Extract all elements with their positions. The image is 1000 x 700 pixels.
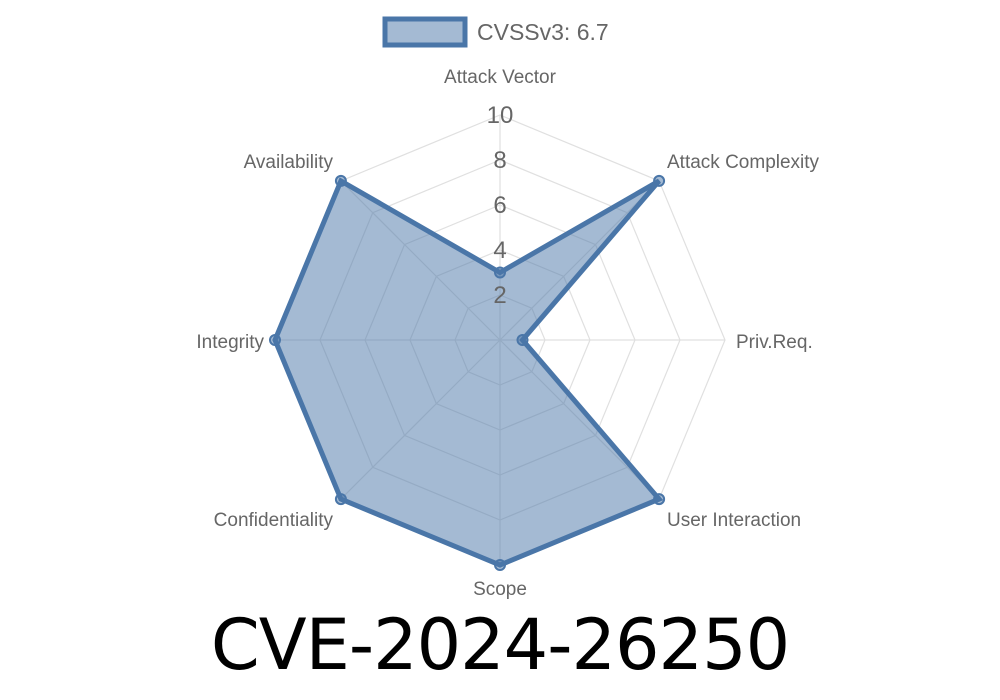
data-point (334, 174, 347, 187)
data-point (494, 266, 506, 279)
tick-label: 6 (493, 192, 506, 219)
tick-label: 2 (493, 282, 506, 309)
data-point (516, 334, 529, 346)
tick-label: 8 (493, 147, 506, 174)
axis-label: Priv.Req. (736, 332, 813, 353)
axis-label: Availability (244, 152, 334, 173)
axis-label: Integrity (196, 332, 264, 353)
data-point (653, 174, 666, 187)
legend-label: CVSSv3: 6.7 (477, 19, 609, 45)
axis-label: Attack Vector (444, 67, 557, 88)
legend-swatch (382, 16, 468, 48)
chart-title: CVE-2024-26250 (210, 604, 790, 686)
data-point (334, 493, 347, 506)
data-point (494, 559, 506, 571)
data-point (653, 493, 666, 506)
axis-label: User Interaction (667, 510, 801, 531)
axis-label: Scope (473, 579, 527, 600)
data-point (269, 334, 281, 346)
series-area (272, 177, 664, 568)
axis-label: Confidentiality (214, 510, 334, 531)
tick-label: 10 (487, 102, 514, 129)
axis-label: Attack Complexity (667, 152, 820, 173)
tick-label: 4 (493, 237, 506, 264)
